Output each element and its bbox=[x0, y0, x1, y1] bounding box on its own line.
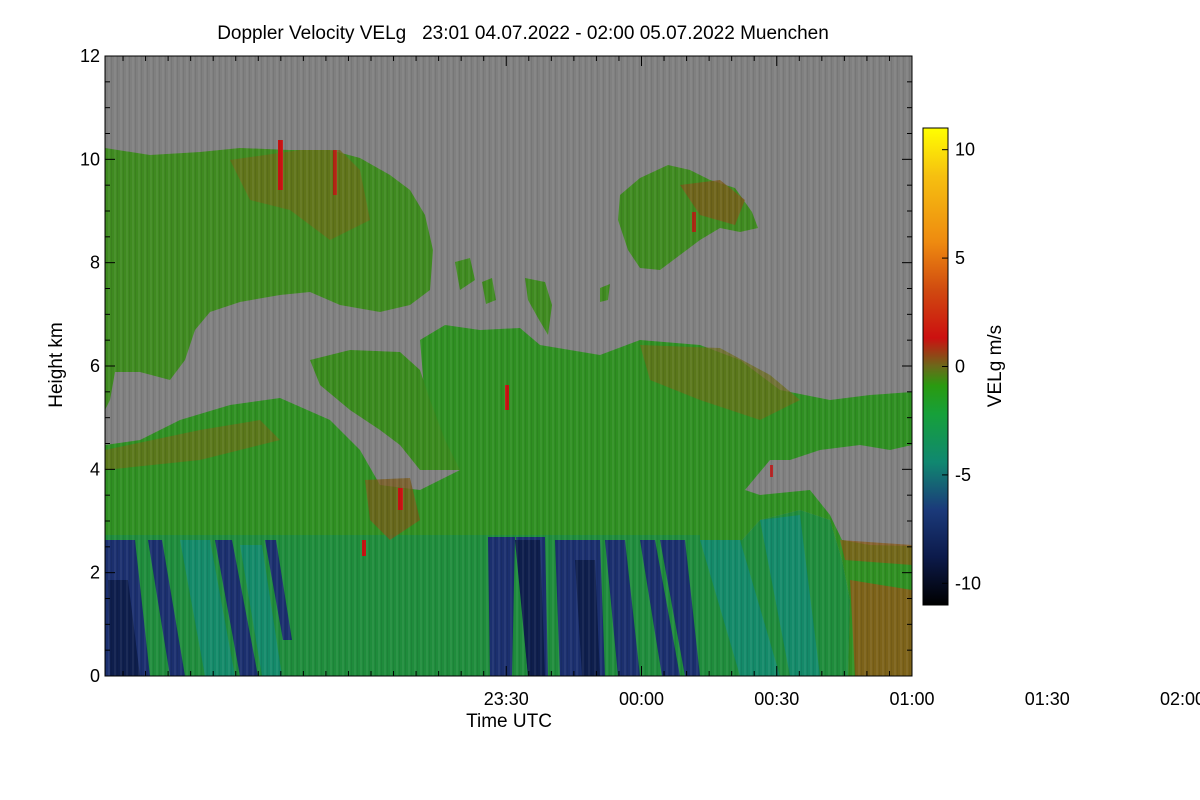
y-tick-label: 2 bbox=[90, 563, 100, 583]
texture-overlay bbox=[105, 56, 912, 676]
velocity-field bbox=[105, 56, 912, 676]
y-tick-label: 8 bbox=[90, 253, 100, 273]
y-tick-label: 12 bbox=[80, 46, 100, 66]
colorbar-ticks: 10 5 0 -5 -10 bbox=[942, 140, 981, 593]
colorbar-tick-label: 5 bbox=[955, 248, 965, 268]
y-tick-label: 10 bbox=[80, 149, 100, 169]
colorbar-tick-label: 10 bbox=[955, 140, 975, 160]
colorbar-tick-label: -10 bbox=[955, 573, 981, 593]
x-tick-label: 00:30 bbox=[754, 689, 799, 709]
x-tick-label: 00:00 bbox=[619, 689, 664, 709]
chart-title: Doppler Velocity VELg 23:01 04.07.2022 -… bbox=[217, 23, 829, 44]
x-tick-label: 01:30 bbox=[1025, 689, 1070, 709]
x-tick-label: 01:00 bbox=[889, 689, 934, 709]
colorbar-tick-label: -5 bbox=[955, 465, 971, 485]
x-tick-label: 23:30 bbox=[484, 689, 529, 709]
y-axis-label: Height km bbox=[46, 322, 67, 408]
x-tick-label: 02:00 bbox=[1160, 689, 1200, 709]
x-axis-ticks: 23:30 00:00 00:30 01:00 01:30 02:00 bbox=[122, 56, 1200, 709]
y-axis-ticks: 0 2 4 6 8 10 12 bbox=[80, 46, 912, 686]
x-axis-label: Time UTC bbox=[466, 711, 552, 732]
colorbar-label: VELg m/s bbox=[985, 325, 1006, 407]
y-tick-label: 4 bbox=[90, 459, 100, 479]
y-tick-label: 6 bbox=[90, 356, 100, 376]
colorbar-tick-label: 0 bbox=[955, 357, 965, 377]
y-tick-label: 0 bbox=[90, 666, 100, 686]
